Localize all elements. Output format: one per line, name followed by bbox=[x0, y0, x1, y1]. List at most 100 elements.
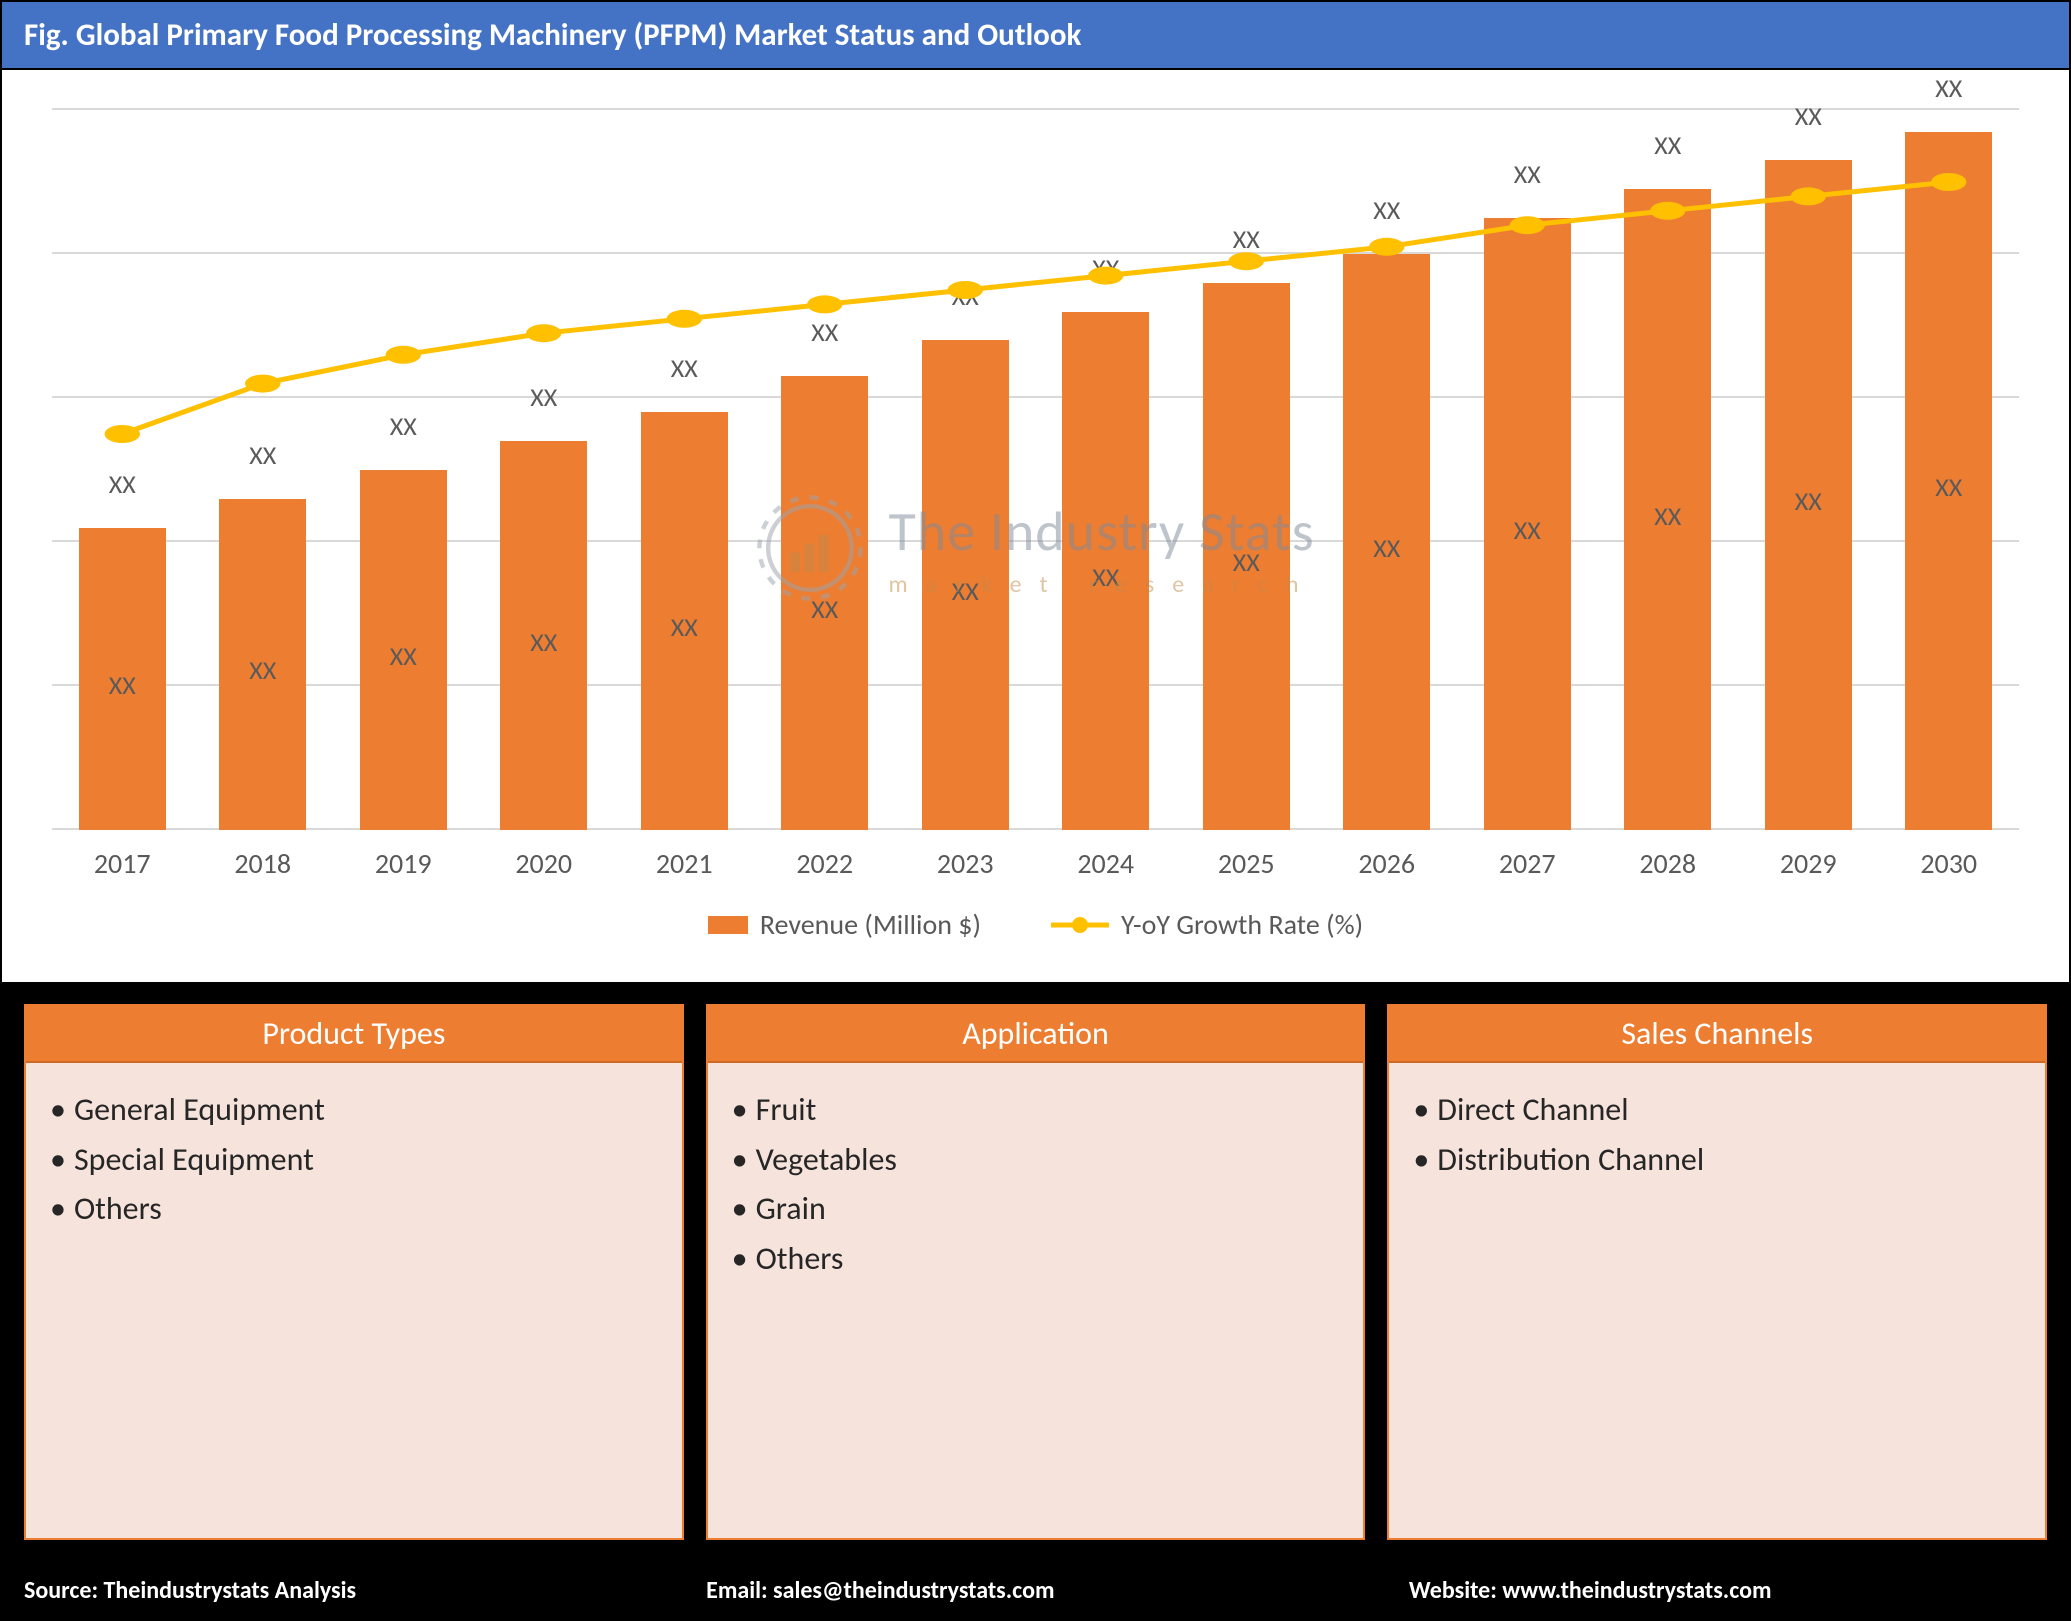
bars: XX XX XX XX XX XX XX XX XX XX XX XX XX XX XX XX XX XX XX XX… bbox=[52, 110, 2019, 830]
bar-slot: XX XX bbox=[1598, 110, 1739, 830]
figure-title: Fig. Global Primary Food Processing Mach… bbox=[2, 2, 2069, 70]
panel-body: FruitVegetablesGrainOthers bbox=[708, 1063, 1364, 1305]
x-tick-label: 2017 bbox=[52, 846, 193, 881]
x-tick-label: 2029 bbox=[1738, 846, 1879, 881]
revenue-bar: XX bbox=[1624, 189, 1711, 830]
x-tick-label: 2020 bbox=[474, 846, 615, 881]
bar-slot: XX XX bbox=[193, 110, 334, 830]
bar-slot: XX XX bbox=[1317, 110, 1458, 830]
bar-slot: XX XX bbox=[474, 110, 615, 830]
x-axis: 2017201820192020202120222023202420252026… bbox=[52, 830, 2019, 881]
x-tick-label: 2024 bbox=[1036, 846, 1177, 881]
list-item: Direct Channel bbox=[1413, 1085, 2021, 1135]
x-tick-label: 2019 bbox=[333, 846, 474, 881]
panel-body: Direct ChannelDistribution Channel bbox=[1389, 1063, 2045, 1206]
list-item: General Equipment bbox=[50, 1085, 658, 1135]
footer-website: Website: www.theindustrystats.com bbox=[1387, 1562, 2069, 1619]
bar-value-label: XX bbox=[952, 575, 979, 607]
bar-value-label: XX bbox=[811, 593, 838, 625]
x-tick-label: 2022 bbox=[755, 846, 896, 881]
chart-plot: XX XX XX XX XX XX XX XX XX XX XX XX XX XX XX XX XX XX XX XX… bbox=[52, 110, 2019, 830]
panel-sales-channels: Sales Channels Direct ChannelDistributio… bbox=[1387, 1004, 2047, 1540]
revenue-bar: XX bbox=[781, 376, 868, 830]
bar-top-label: XX bbox=[1373, 194, 1400, 226]
bar-swatch-icon bbox=[708, 916, 748, 934]
x-tick-label: 2026 bbox=[1317, 846, 1458, 881]
x-tick-label: 2028 bbox=[1598, 846, 1739, 881]
bar-value-label: XX bbox=[1092, 561, 1119, 593]
bar-top-label: XX bbox=[952, 280, 979, 312]
legend-revenue-label: Revenue (Million $) bbox=[760, 907, 981, 942]
bar-value-label: XX bbox=[1514, 514, 1541, 546]
bar-slot: XX XX bbox=[52, 110, 193, 830]
revenue-bar: XX bbox=[360, 470, 447, 830]
bar-slot: XX XX bbox=[755, 110, 896, 830]
bar-slot: XX XX bbox=[1176, 110, 1317, 830]
bar-top-label: XX bbox=[109, 468, 136, 500]
bar-value-label: XX bbox=[1373, 532, 1400, 564]
footer-email: Email: sales@theindustrystats.com bbox=[684, 1562, 1387, 1619]
x-tick-label: 2025 bbox=[1176, 846, 1317, 881]
revenue-bar: XX bbox=[1765, 160, 1852, 830]
footer-source: Source: Theindustrystats Analysis bbox=[2, 1562, 684, 1619]
panel-header: Product Types bbox=[26, 1006, 682, 1063]
bar-top-label: XX bbox=[811, 316, 838, 348]
bar-value-label: XX bbox=[109, 669, 136, 701]
panel-header: Sales Channels bbox=[1389, 1006, 2045, 1063]
bar-top-label: XX bbox=[1935, 72, 1962, 104]
revenue-bar: XX bbox=[1062, 312, 1149, 830]
bar-slot: XX XX bbox=[614, 110, 755, 830]
bar-value-label: XX bbox=[1795, 485, 1822, 517]
bar-value-label: XX bbox=[530, 626, 557, 658]
x-tick-label: 2018 bbox=[193, 846, 334, 881]
bar-top-label: XX bbox=[249, 439, 276, 471]
bar-value-label: XX bbox=[671, 611, 698, 643]
revenue-bar: XX bbox=[922, 340, 1009, 830]
x-tick-label: 2027 bbox=[1457, 846, 1598, 881]
bar-slot: XX XX bbox=[333, 110, 474, 830]
list-item: Others bbox=[50, 1184, 658, 1234]
revenue-bar: XX bbox=[219, 499, 306, 830]
bar-top-label: XX bbox=[1654, 129, 1681, 161]
bar-slot: XX XX bbox=[1036, 110, 1177, 830]
list-item: Distribution Channel bbox=[1413, 1135, 2021, 1185]
bar-slot: XXXX bbox=[1738, 110, 1879, 830]
figure-container: Fig. Global Primary Food Processing Mach… bbox=[0, 0, 2071, 1621]
bar-top-label: XX bbox=[1092, 252, 1119, 284]
footer: Source: Theindustrystats Analysis Email:… bbox=[2, 1562, 2069, 1619]
list-item: Fruit bbox=[732, 1085, 1340, 1135]
panel-application: Application FruitVegetablesGrainOthers bbox=[706, 1004, 1366, 1540]
bar-slot: XX XX bbox=[1457, 110, 1598, 830]
x-tick-label: 2021 bbox=[614, 846, 755, 881]
legend-growth-label: Y-oY Growth Rate (%) bbox=[1121, 907, 1363, 942]
bar-value-label: XX bbox=[1935, 471, 1962, 503]
bar-top-label: XX bbox=[390, 410, 417, 442]
list-item: Special Equipment bbox=[50, 1135, 658, 1185]
bar-top-label: XX bbox=[1514, 158, 1541, 190]
bar-top-label: XX bbox=[1795, 100, 1822, 132]
legend-growth: Y-oY Growth Rate (%) bbox=[1051, 907, 1363, 942]
bar-slot: XXXX bbox=[1879, 110, 2020, 830]
panel-header: Application bbox=[708, 1006, 1364, 1063]
x-tick-label: 2030 bbox=[1879, 846, 2020, 881]
bar-value-label: XX bbox=[390, 640, 417, 672]
revenue-bar: XX bbox=[641, 412, 728, 830]
chart-area: XX XX XX XX XX XX XX XX XX XX XX XX XX XX XX XX XX XX XX XX… bbox=[2, 70, 2069, 982]
bar-value-label: XX bbox=[1654, 500, 1681, 532]
bar-value-label: XX bbox=[1233, 546, 1260, 578]
revenue-bar: XX bbox=[1484, 218, 1571, 830]
segment-panels: Product Types General EquipmentSpecial E… bbox=[2, 982, 2069, 1562]
list-item: Others bbox=[732, 1234, 1340, 1284]
list-item: Vegetables bbox=[732, 1135, 1340, 1185]
chart-legend: Revenue (Million $) Y-oY Growth Rate (%) bbox=[52, 881, 2019, 972]
list-item: Grain bbox=[732, 1184, 1340, 1234]
bar-top-label: XX bbox=[671, 352, 698, 384]
line-swatch-icon bbox=[1051, 916, 1109, 934]
bar-value-label: XX bbox=[249, 654, 276, 686]
revenue-bar: XX bbox=[500, 441, 587, 830]
bar-top-label: XX bbox=[1233, 223, 1260, 255]
revenue-bar: XX bbox=[1343, 254, 1430, 830]
revenue-bar: XX bbox=[1203, 283, 1290, 830]
revenue-bar: XX bbox=[79, 528, 166, 830]
bar-top-label: XX bbox=[530, 381, 557, 413]
